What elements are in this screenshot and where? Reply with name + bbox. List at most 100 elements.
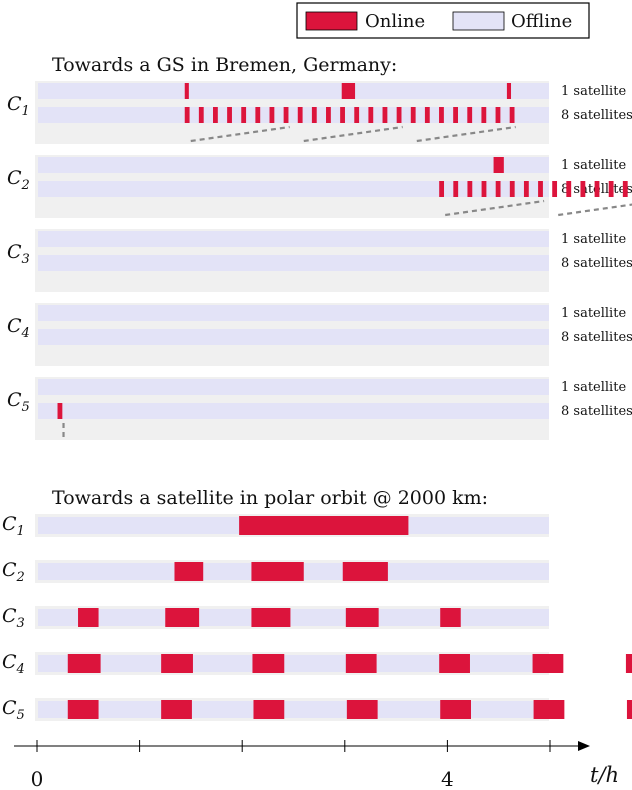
cluster-subscript: 3: [22, 252, 30, 267]
online-window: [67, 700, 99, 719]
online-window: [424, 107, 430, 123]
online-window: [253, 700, 285, 719]
online-window: [67, 654, 101, 673]
online-window: [251, 562, 304, 581]
row-label-8-satellites: 8 satellites: [561, 256, 632, 271]
online-window: [533, 700, 565, 719]
cluster-label: C1: [7, 93, 30, 119]
legend-online-swatch: [305, 11, 358, 31]
row-label-8-satellites: 8 satellites: [561, 108, 632, 123]
row-label-1-satellite: 1 satellite: [561, 306, 626, 321]
online-window: [165, 608, 200, 627]
online-window: [368, 107, 374, 123]
row-label-8-satellites: 8 satellites: [561, 404, 632, 419]
online-window: [326, 107, 331, 123]
online-window: [161, 654, 193, 673]
track: [38, 701, 549, 718]
cluster-label: C5: [7, 389, 30, 415]
cluster-subscript: 5: [17, 708, 25, 723]
online-window: [269, 107, 275, 123]
row-label-1-satellite: 1 satellite: [561, 158, 626, 173]
online-window: [174, 562, 204, 581]
online-window: [341, 83, 356, 99]
online-window: [580, 181, 586, 197]
online-window: [532, 654, 564, 673]
section-title-satellite: Towards a satellite in polar orbit @ 200…: [52, 487, 488, 509]
online-window: [509, 181, 515, 197]
track-8-satellites: [38, 107, 549, 123]
online-window: [594, 181, 600, 197]
tick-label: 0: [31, 767, 44, 790]
track-8-satellites: [38, 181, 549, 197]
track-1-satellite: [38, 157, 549, 173]
handover-indicator: [303, 125, 403, 143]
online-window: [227, 107, 232, 123]
legend-offline-label: Offline: [511, 11, 572, 32]
online-window: [538, 181, 543, 197]
online-window: [345, 608, 379, 627]
cluster-label: C2: [7, 167, 30, 193]
section-title-gs: Towards a GS in Bremen, Germany:: [52, 54, 397, 76]
cluster-subscript: 2: [16, 570, 25, 585]
x-axis-label: t/h: [590, 763, 619, 787]
online-window: [78, 608, 99, 627]
x-axis-arrowhead: [578, 741, 590, 751]
online-window: [467, 181, 473, 197]
online-window: [410, 107, 416, 123]
online-window: [440, 608, 461, 627]
row-label-1-satellite: 1 satellite: [561, 84, 626, 99]
online-window: [342, 562, 388, 581]
handover-indicator: [558, 203, 632, 217]
track-1-satellite: [38, 379, 549, 395]
cluster-label: C1: [2, 513, 25, 539]
cluster-label: C3: [7, 241, 30, 267]
cluster-label: C2: [2, 559, 25, 585]
online-window: [467, 107, 473, 123]
online-window: [283, 107, 289, 123]
handover-indicator: [190, 125, 290, 143]
cluster-subscript: 4: [16, 662, 25, 677]
online-window: [184, 107, 190, 123]
row-label-8-satellites: 8 satellites: [561, 330, 632, 345]
online-window: [340, 107, 345, 123]
online-window: [608, 181, 614, 197]
online-window: [523, 181, 529, 197]
online-window: [311, 107, 317, 123]
row-label-1-satellite: 1 satellite: [561, 232, 626, 247]
online-window: [252, 654, 285, 673]
cluster-label: C4: [2, 651, 25, 677]
online-window: [506, 83, 512, 99]
cluster-label: C4: [7, 315, 30, 341]
row-label-1-satellite: 1 satellite: [561, 380, 626, 395]
online-window: [396, 107, 402, 123]
track-8-satellites: [38, 329, 549, 345]
online-window: [198, 107, 204, 123]
online-window: [255, 107, 261, 123]
online-window: [57, 403, 63, 419]
track-8-satellites: [38, 403, 549, 419]
handover-indicator: [416, 125, 516, 143]
track: [38, 655, 549, 672]
cluster-subscript: 2: [21, 178, 30, 193]
online-window: [495, 181, 501, 197]
online-window: [297, 107, 303, 123]
cluster-subscript: 3: [17, 616, 25, 631]
online-window: [184, 83, 189, 99]
online-window: [345, 654, 377, 673]
online-window: [453, 181, 459, 197]
cluster-subscript: 4: [21, 326, 30, 341]
track-1-satellite: [38, 83, 549, 99]
cluster-subscript: 1: [17, 524, 25, 539]
handover-indicator: [445, 199, 545, 217]
online-window: [481, 107, 487, 123]
online-window: [625, 654, 632, 673]
cluster-subscript: 5: [22, 400, 30, 415]
online-window: [239, 516, 409, 535]
track: [38, 609, 549, 626]
online-window: [626, 700, 632, 719]
online-window: [453, 107, 458, 123]
cluster-label: C5: [2, 697, 25, 723]
track-1-satellite: [38, 305, 549, 321]
online-window: [493, 157, 504, 173]
